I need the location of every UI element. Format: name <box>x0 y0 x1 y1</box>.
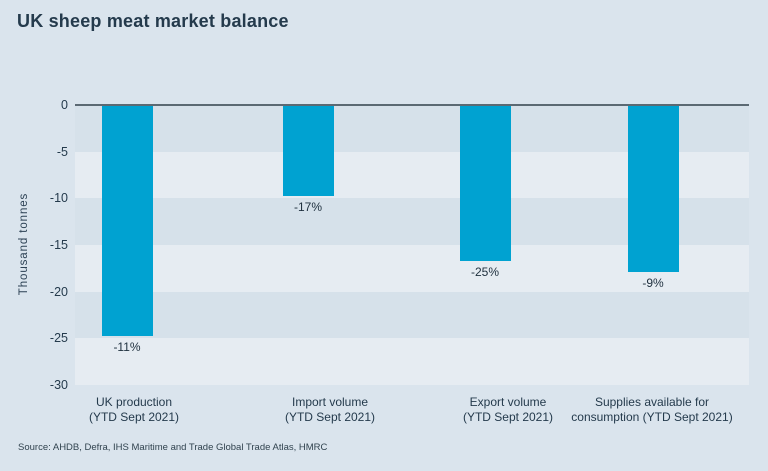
y-tick-label: -30 <box>49 378 68 392</box>
chart-title: UK sheep meat market balance <box>17 11 289 31</box>
zero-axis-line <box>75 104 749 106</box>
category-label: UK production (YTD Sept 2021) <box>34 395 234 424</box>
category-label-line: Import volume <box>291 395 369 409</box>
plot-stripe-band <box>75 291 749 339</box>
source-note: Source: AHDB, Defra, IHS Maritime and Tr… <box>18 442 328 453</box>
bar-value-label: -17% <box>293 200 322 215</box>
category-label-line: (YTD Sept 2021) <box>284 409 376 424</box>
y-tick-label: 0 <box>61 98 68 112</box>
category-label-line: (YTD Sept 2021) <box>88 409 180 424</box>
category-label-line: consumption (YTD Sept 2021) <box>571 409 733 424</box>
y-tick-label: -25 <box>49 331 68 346</box>
y-tick-label: -10 <box>49 191 68 206</box>
y-tick-label: -5 <box>56 144 68 159</box>
category-label: Supplies available for consumption (YTD S… <box>552 395 752 424</box>
y-tick-label: -20 <box>49 284 68 299</box>
category-label-line: Supplies available for <box>594 395 710 409</box>
category-label-line: Export volume <box>469 395 547 409</box>
category-label-line: (YTD Sept 2021) <box>462 409 554 424</box>
bar-value-label: -11% <box>113 340 141 355</box>
y-tick-label: -15 <box>49 238 68 252</box>
category-label: Import volume (YTD Sept 2021) <box>230 395 430 424</box>
category-label-line: UK production <box>95 395 173 409</box>
bar-value-label: -25% <box>470 264 499 279</box>
bar-value-label: -9% <box>642 276 664 291</box>
bar-4 <box>627 106 679 273</box>
bar-3 <box>459 106 511 261</box>
plot-stripe-band <box>75 338 749 385</box>
bar-2 <box>282 106 334 197</box>
bar-1 <box>101 106 153 337</box>
category-label: Export volume (YTD Sept 2021) <box>408 395 608 424</box>
